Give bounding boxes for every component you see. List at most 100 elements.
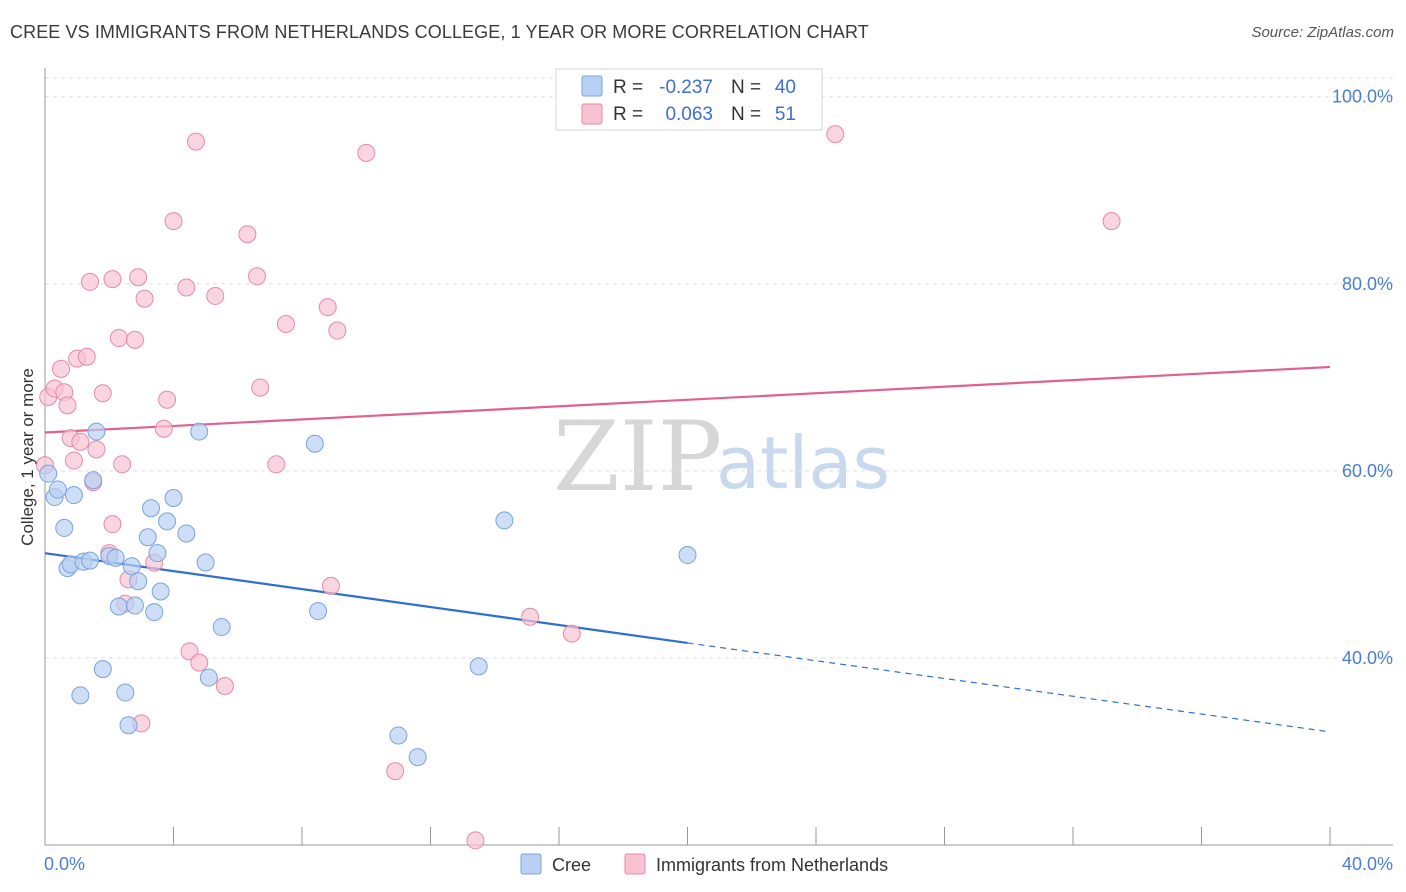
legend-r-value-1: -0.237 [659,77,713,98]
netherlands-point [80,272,99,291]
cree-point [80,551,99,570]
netherlands-point [357,143,376,162]
cree-point [64,486,83,505]
cree-point [190,422,209,441]
cree-point [158,512,177,531]
cree-point [678,546,697,565]
netherlands-point [77,347,96,366]
netherlands-point [71,432,90,451]
legend-n-label-1: N = [731,77,761,98]
cree-point [389,726,408,745]
netherlands-point [1102,212,1121,231]
netherlands-point [321,576,340,595]
legend-n-value-1: 40 [775,77,796,98]
legend-swatch-netherlands [581,103,603,125]
netherlands-point [466,831,485,850]
cree-point [151,582,170,601]
netherlands-point [64,451,83,470]
netherlands-point [267,455,286,474]
netherlands-point [186,132,205,151]
gridlines [45,77,1393,659]
netherlands-point [386,762,405,781]
cree-point [71,686,90,705]
y-tick-label: 40.0% [1342,648,1393,668]
netherlands-point [158,390,177,409]
cree-point [125,596,144,615]
bottom-legend-label-netherlands: Immigrants from Netherlands [656,855,888,875]
series-legend: Cree Immigrants from Netherlands [520,853,888,875]
source-label: Source: ZipAtlas.com [1251,24,1394,41]
cree-trend-line [44,552,688,645]
netherlands-point [521,607,540,626]
cree-point [309,602,328,621]
cree-point [495,511,514,530]
x-tick-label-min: 0.0% [44,854,85,874]
stats-legend: R = -0.237 N = 40 R = 0.063 N = 51 [555,68,823,131]
netherlands-trend-line [44,365,1331,434]
cree-point [164,488,183,507]
netherlands-point [826,125,845,144]
cree-point [138,528,157,547]
netherlands-point [248,267,267,286]
cree-point [305,434,324,453]
cree-point [196,553,215,572]
cree-point [212,618,231,637]
netherlands-point [129,268,148,287]
netherlands-point [276,315,295,334]
y-tick-label: 60.0% [1342,461,1393,481]
cree-point [93,660,112,679]
cree-point [122,557,141,576]
legend-r-value-2: 0.063 [665,104,713,125]
cree-point [119,716,138,735]
y-tick-label: 80.0% [1342,274,1393,294]
legend-n-value-2: 51 [775,104,796,125]
cree-point [408,748,427,767]
axes: 40.0% 60.0% 80.0% 100.0% [44,68,1393,846]
cree-point [84,471,103,490]
netherlands-point [190,653,209,672]
watermark-zip: ZIP [553,401,722,513]
netherlands-point [58,396,77,415]
netherlands-point [103,270,122,289]
cree-point [177,524,196,543]
cree-point [39,464,58,483]
netherlands-point [103,515,122,534]
cree-point [55,518,74,537]
netherlands-point [125,330,144,349]
netherlands-point [206,286,225,305]
legend-n-label-2: N = [731,104,761,125]
cree-point [148,544,167,563]
data-points [36,125,1121,850]
legend-r-label-1: R = [613,77,643,98]
bottom-legend-swatch-netherlands [624,853,646,875]
cree-point [129,572,148,591]
cree-point [87,422,106,441]
netherlands-point [109,329,128,348]
netherlands-point [215,676,234,695]
cree-point [145,603,164,622]
y-tick-label: 100.0% [1332,87,1393,107]
netherlands-point [135,289,154,308]
legend-r-label-2: R = [613,104,643,125]
netherlands-point [318,298,337,317]
x-tick-label-max: 40.0% [1342,854,1393,874]
netherlands-point [328,321,347,340]
cree-point [116,683,135,702]
netherlands-point [251,378,270,397]
netherlands-point [93,384,112,403]
cree-point [469,657,488,676]
cree-point [106,548,125,567]
watermark-atlas: atlas [716,421,890,505]
chart-title: CREE VS IMMIGRANTS FROM NETHERLANDS COLL… [10,22,869,42]
legend-swatch-cree [581,75,603,97]
netherlands-point [52,359,71,378]
cree-point [109,597,128,616]
y-axis-label: College, 1 year or more [18,368,37,546]
netherlands-point [238,225,257,244]
cree-point [199,668,218,687]
cree-trend-extension [687,642,1331,733]
netherlands-point [113,455,132,474]
cree-point [142,499,161,518]
bottom-legend-swatch-cree [520,853,542,875]
